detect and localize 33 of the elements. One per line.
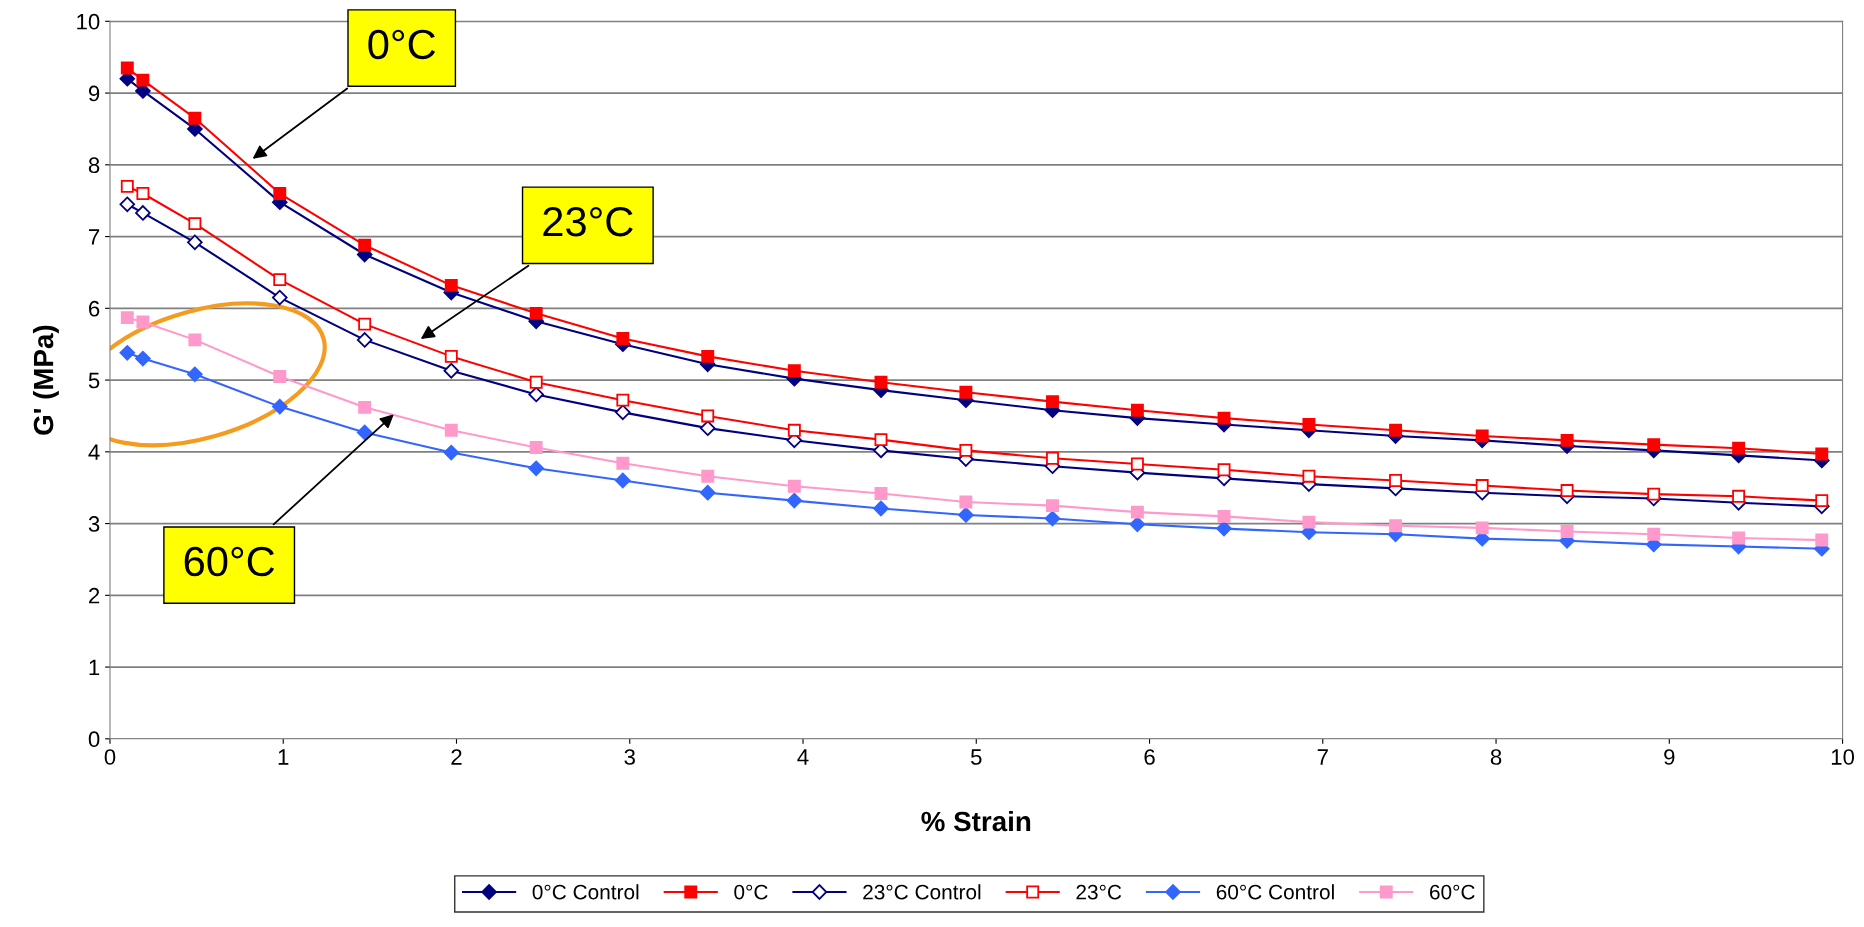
x-tick-label: 6 xyxy=(1144,749,1155,765)
y-tick-label: 2 xyxy=(89,587,100,604)
x-tick-label: 5 xyxy=(970,749,982,765)
y-tick-label: 1 xyxy=(89,659,100,676)
y-tick-label: 9 xyxy=(88,85,100,102)
x-tick-label: 9 xyxy=(1664,749,1675,765)
y-tick-label: 4 xyxy=(88,444,100,460)
annotation: 60°C xyxy=(184,546,275,577)
x-tick-label: 4 xyxy=(797,749,809,765)
legend-label: 23°C Control xyxy=(863,884,981,900)
x-tick-label: 2 xyxy=(451,749,462,765)
x-tick-label: 1 xyxy=(278,749,289,765)
y-axis-title: G' (MPa) xyxy=(32,325,59,435)
y-tick-label: 6 xyxy=(89,300,100,317)
legend-label: 0°C Control xyxy=(532,884,639,900)
x-axis-title: % Strain xyxy=(921,810,1031,832)
y-tick-label: 5 xyxy=(88,372,100,389)
legend-label: 23°C xyxy=(1076,884,1122,900)
legend-label: 60°C xyxy=(1430,884,1475,900)
y-tick-label: 3 xyxy=(88,516,100,532)
y-tick-label: 10 xyxy=(77,13,100,30)
x-tick-label: 3 xyxy=(624,749,635,765)
y-tick-label: 0 xyxy=(88,731,100,748)
x-tick-label: 0 xyxy=(104,749,116,765)
y-tick-label: 8 xyxy=(88,157,100,174)
x-tick-label: 10 xyxy=(1831,749,1855,765)
annotation: 0°C xyxy=(368,29,436,60)
x-tick-label: 7 xyxy=(1317,749,1328,765)
annotation: 23°C xyxy=(543,207,633,237)
legend-label: 0°C xyxy=(734,884,768,900)
y-tick-label: 7 xyxy=(89,229,100,245)
x-tick-label: 8 xyxy=(1490,749,1502,765)
legend-label: 60°C Control xyxy=(1216,884,1334,900)
